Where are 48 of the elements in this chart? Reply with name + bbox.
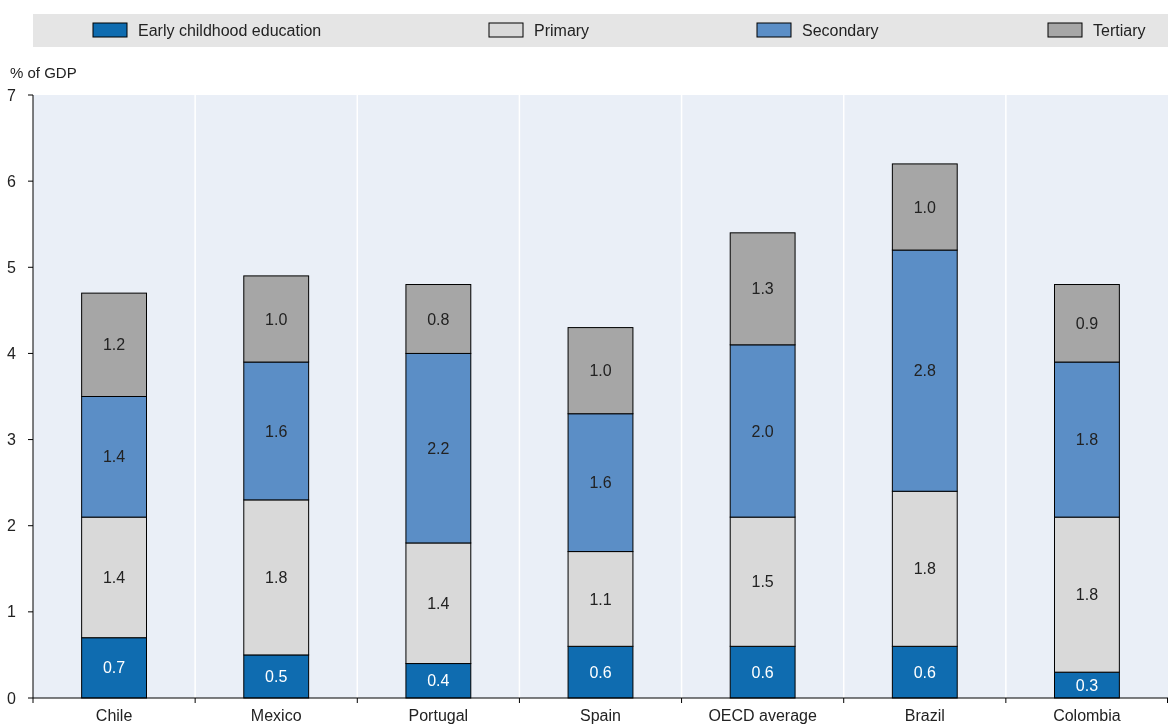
data-label: 1.8 [265, 569, 288, 586]
x-tick-label: Spain [580, 707, 621, 724]
data-label: 1.4 [427, 594, 450, 612]
legend-label: Early childhood education [138, 21, 322, 39]
y-tick-label: 6 [7, 172, 17, 190]
y-axis-title: % of GDP [10, 64, 77, 81]
data-label: 1.2 [102, 336, 126, 354]
data-label: 1.6 [589, 474, 612, 492]
y-tick-label: 3 [7, 431, 17, 449]
data-label: 0.6 [589, 663, 612, 681]
data-label: 1.8 [913, 560, 936, 578]
y-tick-label: 7 [7, 86, 17, 104]
y-tick-label: 2 [7, 517, 17, 535]
data-label: 2.8 [913, 362, 936, 380]
y-tick-label: 1 [7, 603, 17, 621]
legend-label: Tertiary [1093, 21, 1146, 39]
data-label: 0.6 [751, 663, 774, 681]
data-label: 1.8 [1075, 431, 1099, 449]
data-label: 1.1 [589, 590, 612, 608]
y-tick-label: 4 [7, 345, 17, 363]
x-tick-label: Portugal [408, 707, 469, 724]
x-tick-label: Colombia [1053, 707, 1121, 724]
data-label: 0.6 [913, 663, 936, 681]
data-label: 0.8 [427, 310, 450, 328]
data-label: 1.8 [1075, 586, 1099, 604]
x-tick-label: Chile [95, 707, 133, 724]
x-tick-label: Brazil [904, 707, 945, 724]
data-label: 0.9 [1075, 314, 1099, 332]
data-label: 0.5 [265, 668, 288, 686]
data-label: 1.3 [751, 280, 774, 298]
x-tick-label: Mexico [250, 707, 302, 724]
data-label: 1.0 [913, 198, 936, 216]
data-label: 1.0 [265, 310, 288, 328]
data-label: 0.7 [102, 659, 126, 677]
y-tick-label: 0 [7, 689, 17, 707]
data-label: 0.4 [427, 672, 450, 690]
data-label: 2.2 [427, 439, 450, 457]
data-label: 0.3 [1075, 676, 1099, 694]
data-label: 1.6 [265, 422, 288, 440]
data-label: 1.4 [102, 569, 126, 586]
data-label: 1.4 [102, 448, 126, 466]
legend-label: Secondary [802, 21, 879, 39]
x-tick-label: OECD average [708, 707, 817, 724]
legend-label: Primary [534, 21, 590, 39]
data-label: 1.5 [751, 573, 774, 591]
data-label: 1.0 [589, 362, 612, 380]
data-label: 2.0 [751, 422, 774, 440]
y-tick-label: 5 [7, 258, 17, 276]
